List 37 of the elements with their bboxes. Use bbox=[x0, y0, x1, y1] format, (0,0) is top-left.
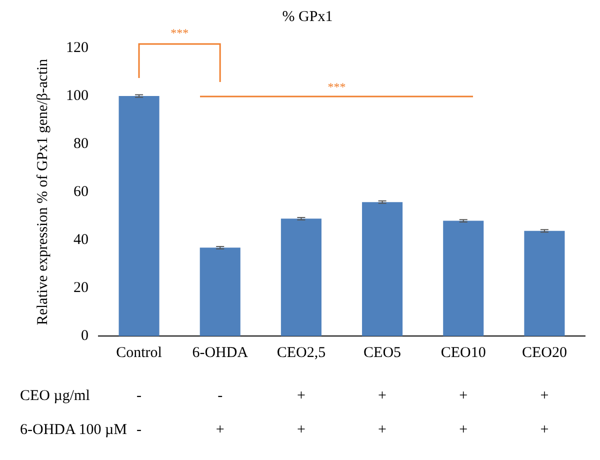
bar bbox=[280, 218, 322, 336]
text: CEO µg/ml bbox=[20, 388, 90, 405]
text: + bbox=[378, 388, 387, 405]
text: + bbox=[459, 388, 468, 405]
text: + bbox=[296, 422, 306, 439]
text: - bbox=[136, 388, 142, 405]
x-tick-label: CEO10 bbox=[440, 344, 486, 361]
text: *** bbox=[170, 26, 189, 41]
bar bbox=[362, 202, 403, 336]
text: + bbox=[296, 388, 306, 405]
chart-title: % GPx1 bbox=[282, 8, 333, 25]
bar bbox=[443, 220, 484, 336]
text: 6-OHDA 100 µM bbox=[20, 422, 127, 439]
x-tick-label: 6-OHDA bbox=[192, 344, 248, 361]
y-tick-label: 40 bbox=[74, 232, 88, 248]
text: + bbox=[540, 388, 549, 405]
y-tick-label: 100 bbox=[66, 88, 88, 104]
y-tick-label: 120 bbox=[66, 40, 88, 56]
y-tick-label: 80 bbox=[74, 136, 88, 152]
annotation: *** bbox=[328, 80, 346, 95]
text: - bbox=[136, 422, 142, 439]
text: + bbox=[459, 422, 468, 439]
y-axis-title: Relative expression % of GPx1 gene/β-actin bbox=[34, 58, 51, 326]
text: + bbox=[378, 422, 387, 439]
text: + bbox=[540, 422, 549, 439]
x-tick-label: CEO20 bbox=[522, 344, 567, 361]
text: + bbox=[216, 422, 224, 439]
x-tick-label: Control bbox=[116, 344, 162, 361]
x-tick-label: CEO5 bbox=[364, 344, 402, 361]
x-tick-label: CEO2,5 bbox=[276, 344, 326, 361]
bar bbox=[524, 230, 565, 336]
y-tick-label: 60 bbox=[74, 184, 88, 200]
y-tick-label: 0 bbox=[81, 328, 88, 344]
bar bbox=[200, 248, 240, 336]
bar bbox=[118, 96, 160, 336]
y-tick-label: 20 bbox=[74, 280, 88, 296]
text: - bbox=[218, 388, 223, 405]
